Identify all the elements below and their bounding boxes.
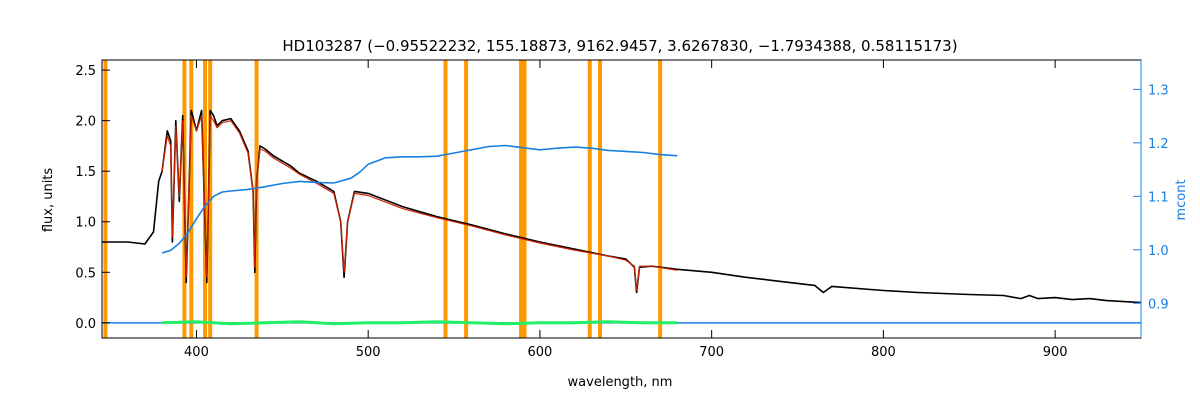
y2-tick-label: 1.0: [1148, 244, 1169, 259]
y2-axis-ticks: 0.9 1.0 1.1 1.2 1.3: [1133, 83, 1169, 312]
y-tick-label: 0.0: [75, 317, 96, 332]
series-layer: [102, 109, 1142, 326]
model-spectrum-line: [161, 114, 678, 292]
y-tick-label: 0.5: [75, 266, 96, 281]
y-axis-label: flux, units: [41, 168, 56, 233]
y2-tick-label: 1.1: [1148, 190, 1169, 205]
x-tick-label: 500: [356, 345, 381, 360]
y2-axis-label: mcont: [1174, 179, 1189, 220]
residual-line: [162, 320, 678, 326]
y-tick-label: 1.5: [75, 165, 96, 180]
y-axis-ticks: 0.0 0.5 1.0 1.5 2.0 2.5: [75, 64, 110, 332]
x-axis-ticks: 400 500 600 700 800 900: [184, 60, 1068, 360]
y2-tick-label: 0.9: [1148, 297, 1169, 312]
x-tick-label: 700: [699, 345, 724, 360]
y2-tick-label: 1.2: [1148, 137, 1169, 152]
chart-title: HD103287 (−0.95522232, 155.18873, 9162.9…: [282, 37, 957, 55]
y-tick-label: 2.0: [75, 115, 96, 130]
x-tick-label: 900: [1043, 345, 1068, 360]
y-tick-label: 2.5: [75, 64, 96, 79]
x-tick-label: 400: [184, 345, 209, 360]
continuum-line: [161, 144, 678, 254]
x-tick-label: 800: [871, 345, 896, 360]
x-axis-label: wavelength, nm: [568, 375, 673, 390]
y-tick-label: 1.0: [75, 216, 96, 231]
x-tick-label: 600: [528, 345, 553, 360]
y2-tick-label: 1.3: [1148, 83, 1169, 98]
